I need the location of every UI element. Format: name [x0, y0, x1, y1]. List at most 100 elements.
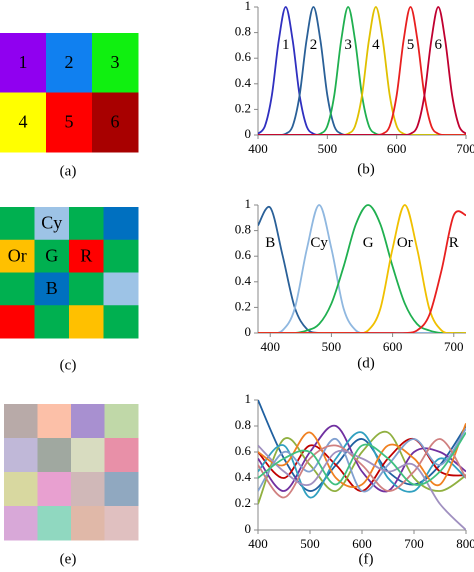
- x-tick-label: 700: [404, 536, 424, 551]
- caption: (b): [357, 161, 375, 177]
- y-tick-label: 1: [245, 196, 252, 211]
- series-line: [258, 444, 466, 530]
- cell-label: 1: [19, 52, 28, 72]
- x-tick-label: 700: [456, 141, 474, 156]
- color-cell: [46, 33, 93, 93]
- x-tick-label: 400: [260, 339, 280, 354]
- color-cell: [71, 506, 105, 541]
- x-tick-label: 400: [248, 141, 268, 156]
- color-cell: [69, 207, 104, 241]
- series-line: [258, 6, 466, 135]
- series-line: [258, 204, 466, 333]
- series-label: G: [363, 235, 374, 251]
- color-cell: [0, 207, 35, 241]
- y-tick-label: 0.8: [235, 222, 251, 237]
- color-cell: [0, 92, 47, 153]
- series-line: [258, 424, 466, 493]
- caption: (d): [357, 355, 375, 371]
- series-label: 5: [407, 37, 415, 53]
- series-line: [258, 399, 466, 492]
- color-cell: [103, 305, 139, 339]
- caption: (e): [60, 551, 77, 567]
- color-cell: [34, 239, 70, 273]
- color-cell: [71, 404, 105, 439]
- color-cell: [104, 472, 139, 507]
- color-cell: [69, 239, 104, 273]
- cell-label: 3: [111, 52, 120, 72]
- series-line: [258, 204, 466, 333]
- color-cell: [69, 305, 104, 339]
- color-cell: [37, 472, 72, 507]
- y-tick-label: 0.8: [235, 417, 251, 432]
- caption: (f): [359, 551, 374, 567]
- series-label: 4: [372, 37, 380, 53]
- series-line: [258, 6, 466, 135]
- cell-label: Cy: [41, 213, 62, 233]
- cell-label: B: [46, 278, 58, 298]
- series-line: [258, 438, 466, 499]
- y-tick-label: 0.6: [235, 443, 252, 458]
- y-tick-label: 0.4: [235, 469, 252, 484]
- color-cell: [71, 438, 105, 473]
- y-tick-label: 0.4: [235, 75, 252, 90]
- color-cell: [92, 33, 139, 93]
- y-tick-label: 0.2: [235, 495, 251, 510]
- color-cell: [92, 92, 139, 153]
- y-tick-label: 0.2: [235, 100, 251, 115]
- x-tick-label: 400: [248, 536, 268, 551]
- series-line: [258, 6, 466, 135]
- y-tick-label: 0.2: [235, 298, 251, 313]
- series-line: [258, 205, 466, 333]
- y-tick-label: 0: [245, 324, 252, 339]
- color-cell: [46, 92, 93, 153]
- y-tick-label: 0.4: [235, 273, 252, 288]
- y-tick-label: 0: [245, 521, 252, 536]
- y-tick-label: 0.6: [235, 49, 252, 64]
- color-cell: [104, 438, 139, 473]
- color-cell: [4, 404, 38, 439]
- color-cell: [103, 239, 139, 273]
- y-tick-label: 1: [245, 0, 252, 13]
- series-label: Cy: [310, 235, 328, 251]
- color-cell: [104, 506, 139, 541]
- series-line: [258, 210, 466, 333]
- x-tick-label: 500: [300, 536, 320, 551]
- cell-label: Or: [8, 245, 27, 265]
- color-cell: [104, 404, 139, 439]
- color-cell: [37, 438, 72, 473]
- series-label: B: [265, 235, 275, 251]
- series-label: 2: [310, 37, 318, 53]
- series-label: R: [449, 235, 459, 251]
- series-label: 3: [344, 37, 352, 53]
- cell-label: 4: [19, 111, 28, 131]
- color-cell: [37, 404, 72, 439]
- color-cell: [69, 272, 104, 306]
- cell-label: 6: [111, 111, 120, 131]
- cell-label: R: [80, 245, 92, 265]
- series-line: [258, 204, 466, 333]
- x-tick-label: 500: [318, 141, 338, 156]
- color-cell: [0, 239, 35, 273]
- caption: (c): [60, 357, 77, 373]
- x-tick-label: 600: [383, 339, 403, 354]
- color-cell: [103, 272, 139, 306]
- series-line: [258, 428, 466, 493]
- cell-label: G: [45, 245, 58, 265]
- cell-label: 5: [65, 111, 74, 131]
- cell-label: 2: [65, 52, 74, 72]
- series-line: [258, 6, 466, 135]
- series-label: 1: [282, 37, 290, 53]
- y-tick-label: 1: [245, 391, 252, 406]
- color-cell: [37, 506, 72, 541]
- series-line: [258, 432, 466, 486]
- color-cell: [4, 438, 38, 473]
- series-label: 6: [435, 37, 443, 53]
- color-cell: [4, 506, 38, 541]
- x-tick-label: 600: [387, 141, 407, 156]
- y-tick-label: 0.8: [235, 24, 251, 39]
- y-tick-label: 0.6: [235, 247, 252, 262]
- series-label: Or: [397, 235, 413, 251]
- color-cell: [0, 33, 47, 93]
